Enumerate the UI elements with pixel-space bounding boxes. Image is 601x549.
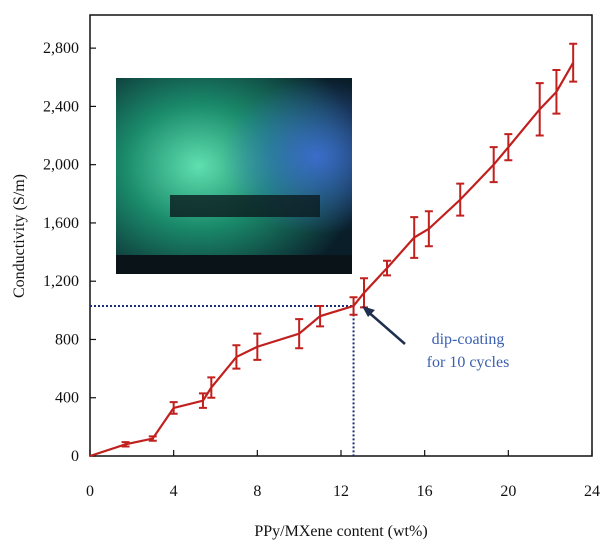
y-tick-label: 400 — [55, 390, 79, 407]
y-tick-label: 2,800 — [43, 40, 79, 57]
x-tick-label: 16 — [417, 483, 433, 500]
y-tick-label: 1,600 — [43, 215, 79, 232]
error-bar — [504, 133, 513, 162]
error-bar — [295, 318, 304, 350]
annotation-arrowhead — [362, 306, 375, 317]
x-tick-label: 20 — [500, 483, 516, 500]
x-tick-label: 12 — [333, 483, 349, 500]
error-bar — [489, 146, 498, 184]
error-bar — [121, 441, 130, 448]
error-bar — [207, 376, 216, 399]
error-bar — [316, 304, 325, 328]
y-tick-label: 2,000 — [43, 157, 79, 174]
error-bar — [410, 216, 419, 259]
x-axis-label: PPy/MXene content (wt%) — [254, 523, 427, 540]
error-bar — [456, 182, 465, 217]
annotation-text: for 10 cycles — [427, 354, 510, 371]
guide-line — [90, 304, 355, 456]
inset-photo — [116, 78, 352, 274]
annotation-arrow — [365, 309, 406, 345]
y-axis-label: Conductivity (S/m) — [11, 174, 28, 298]
y-tick-label: 1,200 — [43, 273, 79, 290]
x-tick-label: 8 — [253, 483, 261, 500]
error-bar — [535, 82, 544, 137]
x-tick-label: 0 — [86, 483, 94, 500]
error-bar — [148, 435, 157, 442]
error-bar — [349, 296, 358, 316]
error-bar — [253, 332, 262, 361]
error-bar — [569, 42, 578, 83]
y-tick-label: 800 — [55, 331, 79, 348]
error-bar — [552, 68, 561, 115]
x-tick-label: 24 — [584, 483, 600, 500]
annotation-text: dip-coating — [432, 331, 505, 348]
error-bar — [383, 259, 392, 277]
x-tick-label: 4 — [170, 483, 178, 500]
y-tick-label: 0 — [71, 448, 79, 465]
error-bar — [424, 210, 433, 248]
error-bar — [198, 392, 207, 409]
error-bar — [360, 277, 369, 309]
error-bar — [232, 344, 241, 370]
y-tick-label: 2,400 — [43, 98, 79, 115]
error-bar — [169, 401, 178, 415]
